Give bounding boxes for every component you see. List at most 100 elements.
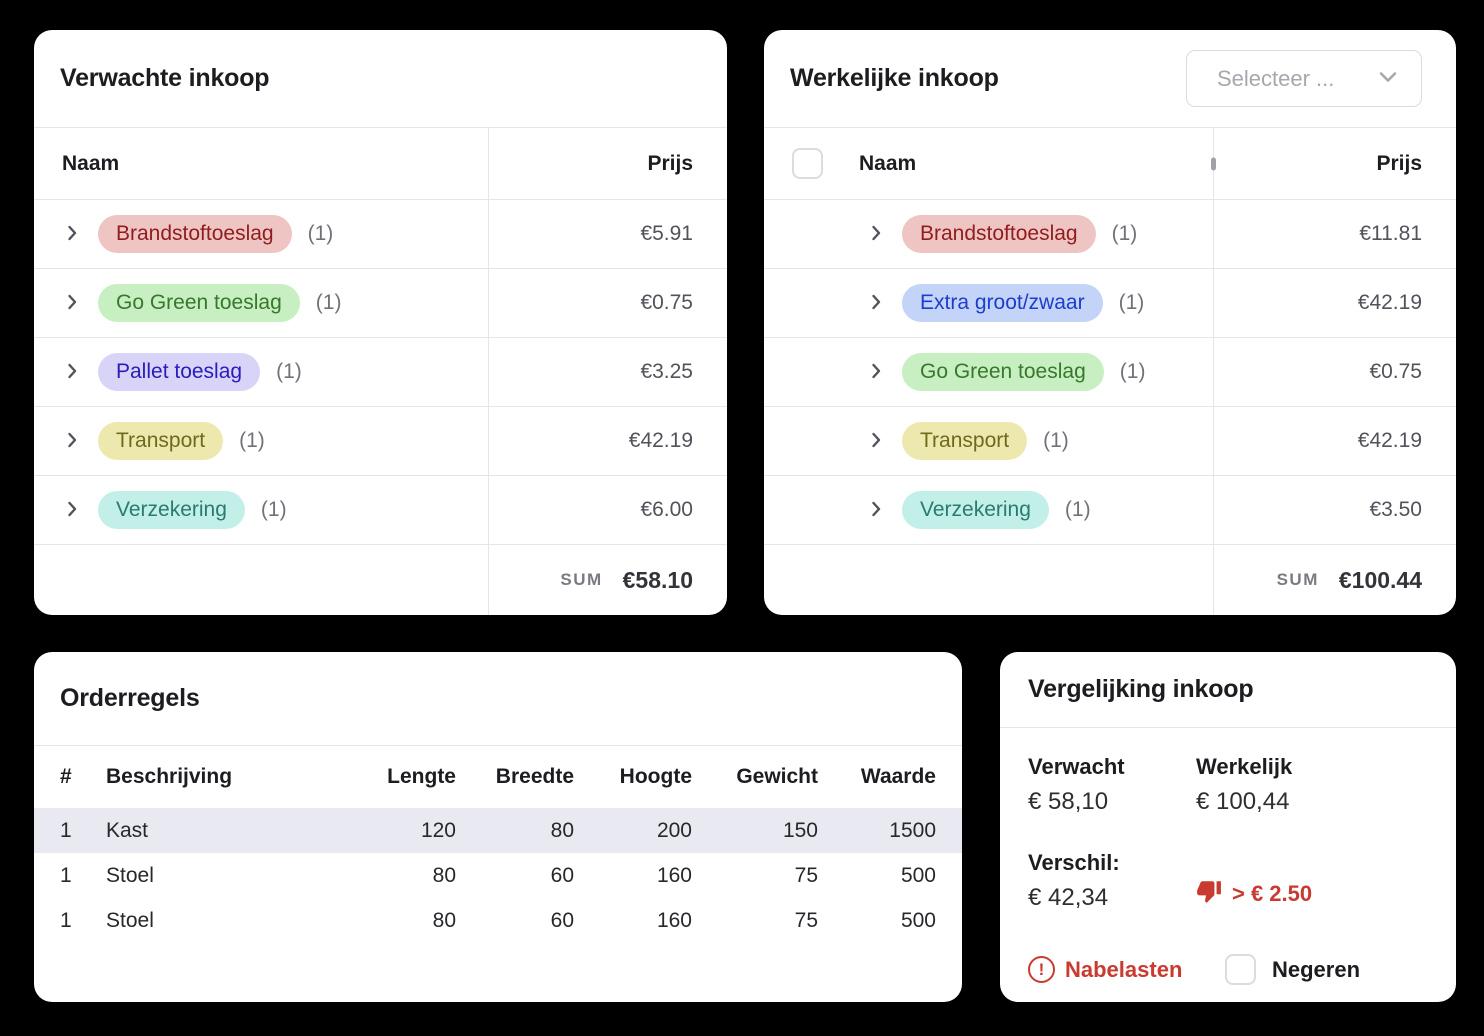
table-header-row: Naam Prijs — [764, 127, 1456, 199]
cell-height: 160 — [656, 863, 692, 887]
cost-tag: Go Green toeslag — [902, 353, 1104, 391]
cost-tag: Brandstoftoeslag — [98, 215, 292, 253]
price-value: €3.25 — [640, 360, 693, 383]
cost-tag: Transport — [98, 422, 224, 460]
price-value: €42.19 — [1357, 291, 1422, 314]
sum-value: €100.44 — [1338, 566, 1422, 593]
expected-amount: € 58,10 — [1028, 788, 1109, 815]
thumbs-down-icon — [1196, 878, 1222, 910]
cell-width: 80 — [550, 818, 574, 842]
cost-tag: Extra groot/zwaar — [902, 284, 1103, 322]
expected-label: Verwacht — [1028, 754, 1125, 779]
cell-weight: 150 — [782, 818, 818, 842]
comparison-title: Vergelijking inkoop — [1028, 675, 1254, 703]
column-header-length: Lengte — [387, 765, 456, 788]
cell-value: 500 — [900, 863, 936, 887]
select-all-checkbox[interactable] — [792, 148, 823, 179]
cost-tag: Verzekering — [98, 491, 245, 529]
column-header-value: Waarde — [860, 765, 936, 788]
cell-width: 60 — [550, 908, 574, 932]
expand-row-button[interactable] — [866, 224, 886, 244]
expand-row-button[interactable] — [62, 362, 82, 382]
expected-purchase-card: Verwachte inkoop Naam Prijs Brandstoftoe… — [34, 30, 727, 615]
cell-description: Stoel — [106, 908, 154, 932]
price-value: €11.81 — [1359, 222, 1422, 245]
tag-count: (1) — [260, 498, 287, 521]
alert-circle-icon: ! — [1028, 956, 1055, 983]
cell-length: 120 — [420, 818, 456, 842]
price-value: €6.00 — [640, 498, 693, 521]
expand-row-button[interactable] — [62, 224, 82, 244]
price-value: €42.19 — [1357, 429, 1422, 452]
chevron-right-icon — [67, 501, 77, 520]
expand-row-button[interactable] — [62, 500, 82, 520]
table-row[interactable]: Pallet toeslag (1) €3.25 — [34, 337, 727, 406]
column-header-qty: # — [60, 765, 72, 788]
chevron-right-icon — [67, 294, 77, 313]
chevron-right-icon — [871, 432, 881, 451]
column-header-description: Beschrijving — [106, 765, 233, 788]
table-row[interactable]: Verzekering (1) €3.50 — [764, 475, 1456, 544]
expand-row-button[interactable] — [866, 431, 886, 451]
cell-weight: 75 — [794, 863, 818, 887]
actual-label: Werkelijk — [1196, 754, 1293, 779]
expand-row-button[interactable] — [62, 293, 82, 313]
table-row[interactable]: Verzekering (1) €6.00 — [34, 475, 727, 544]
expand-row-button[interactable] — [866, 362, 886, 382]
column-header-price: Prijs — [1376, 151, 1422, 175]
cell-description: Stoel — [106, 863, 154, 887]
table-row[interactable]: Go Green toeslag (1) €0.75 — [764, 337, 1456, 406]
tag-count: (1) — [307, 222, 334, 245]
column-header-width: Breedte — [495, 765, 574, 788]
tag-count: (1) — [315, 291, 342, 314]
tag-count: (1) — [239, 429, 265, 452]
table-row[interactable]: Transport (1) €42.19 — [764, 406, 1456, 475]
expected-purchase-table: Naam Prijs Brandstoftoeslag (1) €5.91 Go… — [34, 127, 727, 615]
chevron-right-icon — [871, 294, 881, 313]
table-row[interactable]: Transport (1) €42.19 — [34, 406, 727, 475]
chevron-right-icon — [871, 225, 881, 244]
actual-amount: € 100,44 — [1196, 788, 1290, 815]
cost-tag: Verzekering — [902, 491, 1049, 529]
cost-tag: Brandstoftoeslag — [902, 215, 1096, 253]
table-row[interactable]: Brandstoftoeslag (1) €11.81 — [764, 199, 1456, 268]
cell-description: Kast — [106, 818, 149, 842]
cell-height: 160 — [656, 908, 692, 932]
chevron-down-icon — [1379, 71, 1397, 86]
cost-tag: Pallet toeslag — [98, 353, 261, 391]
cell-weight: 75 — [794, 908, 818, 932]
cell-qty: 1 — [60, 818, 72, 842]
chevron-right-icon — [871, 363, 881, 382]
sum-row: SUM €58.10 — [34, 544, 727, 615]
chevron-right-icon — [871, 501, 881, 520]
expand-row-button[interactable] — [866, 293, 886, 313]
column-resize-handle[interactable] — [1211, 157, 1216, 170]
table-row-selected[interactable]: 1 Kast 120 80 200 150 1500 — [34, 808, 962, 853]
cell-qty: 1 — [60, 863, 72, 887]
table-row[interactable]: Extra groot/zwaar (1) €42.19 — [764, 268, 1456, 337]
expand-row-button[interactable] — [62, 431, 82, 451]
price-value: €3.50 — [1369, 498, 1422, 521]
cost-tag: Go Green toeslag — [98, 284, 300, 322]
table-row[interactable]: Brandstoftoeslag (1) €5.91 — [34, 199, 727, 268]
cell-value: 1500 — [889, 818, 936, 842]
price-value: €5.91 — [640, 222, 693, 245]
select-dropdown[interactable]: Selecteer ... — [1186, 50, 1422, 107]
select-dropdown-label: Selecteer ... — [1217, 65, 1335, 91]
table-row[interactable]: Go Green toeslag (1) €0.75 — [34, 268, 727, 337]
table-row[interactable]: 1 Stoel 80 60 160 75 500 — [34, 898, 962, 943]
ignore-checkbox[interactable] — [1225, 954, 1256, 985]
comparison-card: Vergelijking inkoop Verwacht € 58,10 Wer… — [1000, 652, 1456, 1002]
sum-label: SUM — [560, 570, 603, 589]
order-lines-table: # Beschrijving Lengte Breedte Hoogte Gew… — [34, 745, 962, 1002]
tag-count: (1) — [1118, 291, 1145, 314]
tag-count: (1) — [1111, 222, 1138, 245]
column-header-weight: Gewicht — [736, 765, 818, 788]
price-value: €0.75 — [640, 291, 693, 314]
tag-count: (1) — [1064, 498, 1091, 521]
expand-row-button[interactable] — [866, 500, 886, 520]
column-header-name: Naam — [62, 151, 120, 175]
table-row[interactable]: 1 Stoel 80 60 160 75 500 — [34, 853, 962, 898]
cell-length: 80 — [432, 908, 456, 932]
cell-length: 80 — [432, 863, 456, 887]
